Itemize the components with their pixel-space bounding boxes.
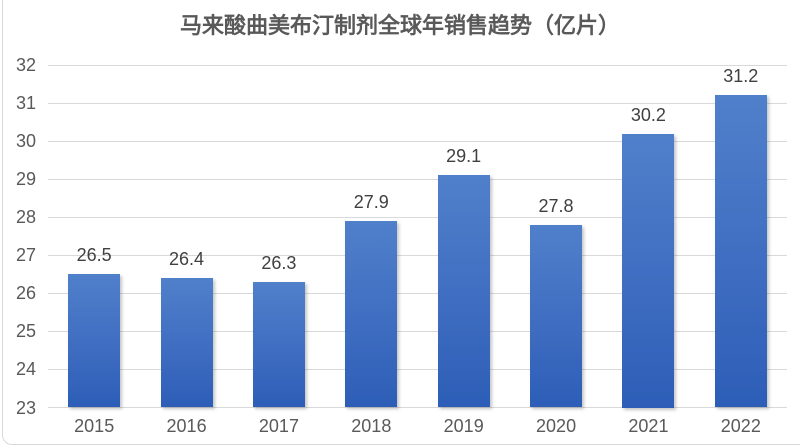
y-axis-tick-label-28: 28 xyxy=(15,207,36,228)
y-axis-tick-label-25: 25 xyxy=(15,321,36,342)
y-axis-tick-label-23: 23 xyxy=(15,397,36,418)
gridline-31 xyxy=(48,102,787,104)
y-axis-tick-label-31: 31 xyxy=(15,93,36,114)
bar-2015 xyxy=(68,274,121,408)
gridline-30 xyxy=(48,140,787,142)
x-axis-category-label-2018: 2018 xyxy=(351,416,392,436)
x-axis-category-label-2017: 2017 xyxy=(258,416,299,436)
gridline-24 xyxy=(48,368,787,370)
bar-2016 xyxy=(160,278,213,408)
gridline-27 xyxy=(48,254,787,256)
bar-2018 xyxy=(345,221,398,408)
x-axis-category-label-2016: 2016 xyxy=(166,416,207,436)
y-axis-tick-label-29: 29 xyxy=(15,169,36,190)
bar-value-label-2019: 29.1 xyxy=(446,146,482,167)
bar-value-label-2015: 26.5 xyxy=(76,245,112,266)
x-axis-category-label-2019: 2019 xyxy=(443,416,484,436)
y-axis-tick-label-32: 32 xyxy=(15,55,36,75)
x-axis-category-label-2020: 2020 xyxy=(536,416,577,436)
y-axis-tick-label-24: 24 xyxy=(15,359,36,380)
bar-value-label-2016: 26.4 xyxy=(169,249,205,270)
gridline-28 xyxy=(48,216,787,218)
gridline-25 xyxy=(48,330,787,332)
y-axis-tick-label-27: 27 xyxy=(15,245,36,266)
bar-2019 xyxy=(437,175,490,408)
gridline-26 xyxy=(48,292,787,294)
gridline-29 xyxy=(48,178,787,180)
y-axis-tick-label-30: 30 xyxy=(15,131,36,152)
y-axis-tick-label-26: 26 xyxy=(15,283,36,304)
bar-value-label-2018: 27.9 xyxy=(353,192,389,213)
chart-title: 马来酸曲美布汀制剂全球年销售趋势（亿片） xyxy=(179,13,620,38)
gridline-32 xyxy=(48,64,787,66)
bar-2017 xyxy=(252,281,305,408)
bar-value-label-2020: 27.8 xyxy=(538,195,574,216)
bar-value-label-2021: 30.2 xyxy=(630,104,666,125)
x-axis-category-label-2022: 2022 xyxy=(720,416,761,436)
bar-value-label-2022: 31.2 xyxy=(723,66,759,87)
gridline-23 xyxy=(48,407,787,408)
bar-value-label-2017: 26.3 xyxy=(261,252,297,273)
bar-2022 xyxy=(714,95,767,408)
x-axis-category-label-2015: 2015 xyxy=(74,416,115,436)
x-axis-category-label-2021: 2021 xyxy=(628,416,669,436)
bar-2021 xyxy=(622,133,675,408)
bar-2020 xyxy=(530,224,583,408)
